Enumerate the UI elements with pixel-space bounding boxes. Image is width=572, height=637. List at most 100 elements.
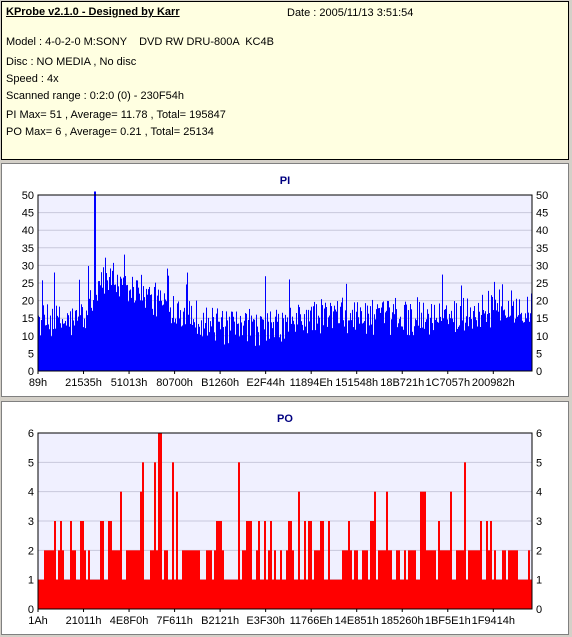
- pi-bar: [97, 300, 98, 371]
- y-tick-label-left: 1: [28, 575, 34, 587]
- po-bar: [156, 550, 158, 609]
- y-tick-label-left: 50: [22, 190, 34, 202]
- po-bar: [280, 550, 282, 609]
- pi-bar: [495, 299, 496, 371]
- y-tick-label-left: 30: [22, 260, 34, 272]
- pi-bar: [387, 300, 388, 371]
- po-bar: [440, 550, 442, 609]
- po-bar: [344, 550, 346, 609]
- pi-bar: [72, 308, 73, 371]
- po-bar: [104, 579, 106, 609]
- po-bar: [218, 521, 220, 609]
- po-bar: [394, 579, 396, 609]
- pi-bar: [340, 306, 341, 371]
- po-bar: [136, 550, 138, 609]
- pi-bar: [304, 314, 305, 371]
- po-bar: [498, 579, 500, 609]
- y-tick-label-left: 40: [22, 225, 34, 237]
- po-summary-line: PO Max= 6 , Average= 0.21 , Total= 25134: [6, 126, 214, 138]
- po-bar: [472, 550, 474, 609]
- pi-bar: [527, 296, 528, 371]
- po-bar: [336, 579, 338, 609]
- pi-bar: [63, 323, 64, 371]
- pi-bar: [126, 285, 127, 371]
- po-bar: [406, 579, 408, 609]
- pi-bar: [254, 319, 255, 371]
- y-tick-label-right: 0: [536, 604, 542, 616]
- pi-bar: [450, 318, 451, 371]
- x-tick-label: E3F30h: [246, 615, 285, 627]
- pi-bar: [425, 322, 426, 371]
- y-tick-label-left: 45: [22, 208, 34, 220]
- pi-bar: [261, 316, 262, 371]
- po-bar: [346, 550, 348, 609]
- pi-bar: [314, 301, 315, 371]
- pi-bar: [479, 311, 480, 371]
- chart-title: PI: [280, 175, 290, 187]
- po-bar: [60, 521, 62, 609]
- po-bar: [402, 579, 404, 609]
- pi-bar: [405, 301, 406, 371]
- po-bar: [258, 521, 260, 609]
- x-tick-label: E2F44h: [246, 377, 285, 389]
- pi-bar: [467, 298, 468, 371]
- pi-bar: [481, 314, 482, 371]
- po-bar: [348, 521, 350, 609]
- pi-bar: [52, 308, 53, 371]
- pi-bar: [209, 332, 210, 371]
- pi-bar: [158, 289, 159, 371]
- pi-bar: [331, 306, 332, 371]
- pi-bar: [365, 303, 366, 371]
- po-bar: [446, 550, 448, 609]
- y-tick-label-left: 2: [28, 545, 34, 557]
- pi-bar: [510, 315, 511, 371]
- pi-bar: [487, 314, 488, 371]
- y-tick-label-left: 35: [22, 243, 34, 255]
- pi-bar: [123, 277, 124, 371]
- po-bar: [382, 550, 384, 609]
- pi-bar: [371, 324, 372, 371]
- pi-bar: [43, 305, 44, 371]
- y-tick-label-left: 0: [28, 366, 34, 378]
- pi-bar: [229, 316, 230, 371]
- po-bar: [360, 579, 362, 609]
- pi-bar: [501, 306, 502, 371]
- pi-bar: [441, 320, 442, 371]
- pi-bar: [472, 328, 473, 371]
- po-bar: [64, 579, 66, 609]
- pi-bar: [201, 320, 202, 371]
- pi-bar: [274, 337, 275, 371]
- po-bar: [46, 550, 48, 609]
- po-bar: [98, 579, 100, 609]
- pi-bar: [110, 268, 111, 371]
- pi-bar: [46, 325, 47, 371]
- pi-bar: [120, 276, 121, 371]
- po-bar: [310, 521, 312, 609]
- pi-bar: [78, 316, 79, 371]
- pi-bar: [349, 320, 350, 371]
- pi-bar: [401, 326, 402, 371]
- pi-bar: [442, 274, 443, 371]
- pi-bar: [154, 286, 155, 371]
- pi-bar: [184, 307, 185, 371]
- y-tick-label-right: 1: [536, 575, 542, 587]
- pi-bar: [144, 297, 145, 371]
- pi-bar: [65, 320, 66, 371]
- po-bar: [352, 579, 354, 609]
- po-bar: [206, 550, 208, 609]
- pi-bar: [163, 304, 164, 371]
- pi-bar: [307, 333, 308, 371]
- pi-bar: [196, 300, 197, 371]
- pi-bar: [370, 306, 371, 371]
- po-bar: [80, 521, 82, 609]
- x-tick-label: 185260h: [381, 615, 424, 627]
- pi-bar: [95, 191, 96, 371]
- pi-bar: [164, 293, 165, 371]
- po-bar: [182, 550, 184, 609]
- pi-bar: [434, 304, 435, 371]
- po-bar: [410, 550, 412, 609]
- pi-bar: [283, 318, 284, 371]
- po-bar: [530, 579, 532, 609]
- pi-bar: [329, 315, 330, 371]
- pi-bar: [109, 276, 110, 371]
